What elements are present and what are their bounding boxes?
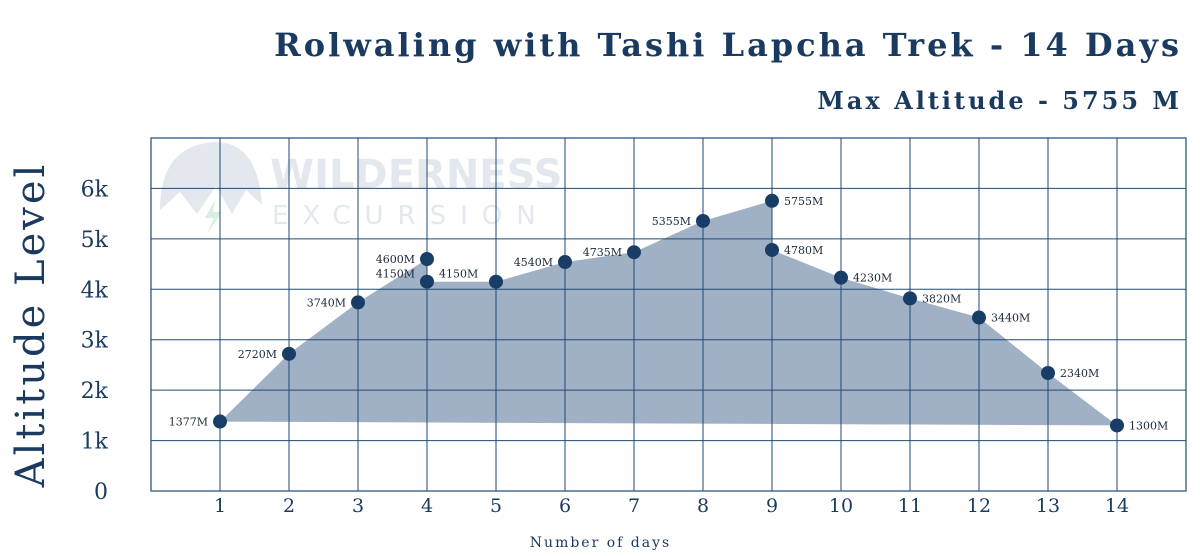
x-tick-label: 13 <box>1036 495 1060 517</box>
x-tick-label: 3 <box>352 495 364 517</box>
x-tick-label: 8 <box>697 495 709 517</box>
plot-frame <box>150 137 1187 492</box>
data-points <box>213 193 1124 433</box>
data-point-marker <box>213 414 227 429</box>
x-axis-label: Number of days <box>530 535 671 551</box>
data-label: 4780M <box>784 244 823 257</box>
chart-subtitle: Max Altitude - 5755 M <box>817 86 1182 115</box>
data-point-marker <box>765 242 779 257</box>
x-tick-label: 11 <box>898 495 922 517</box>
watermark-line1: WILDERNESS <box>270 152 562 198</box>
y-tick-label: 2k <box>81 379 109 404</box>
data-point-marker <box>834 270 848 285</box>
data-point-marker <box>696 213 710 228</box>
data-label: 2720M <box>238 348 277 361</box>
x-tick-label: 14 <box>1105 495 1129 517</box>
x-tick-label: 4 <box>421 495 433 517</box>
x-tick-label: 7 <box>628 495 640 517</box>
y-tick-label: 1k <box>81 430 109 455</box>
y-tick-label: 5k <box>81 228 109 253</box>
data-label: 4230M <box>853 272 892 285</box>
altitude-area <box>220 200 1117 426</box>
data-label: 4540M <box>514 256 553 269</box>
chart-title: Rolwaling with Tashi Lapcha Trek - 14 Da… <box>274 26 1182 64</box>
data-point-marker <box>903 291 917 306</box>
x-tick-label: 5 <box>490 495 502 517</box>
y-tick-label: 3k <box>81 329 109 354</box>
data-point-marker <box>489 274 503 289</box>
x-tick-label: 12 <box>967 495 991 517</box>
watermark-logo: WILDERNESS EXCURSION <box>160 142 562 234</box>
x-tick-label: 9 <box>766 495 778 517</box>
data-point-marker <box>282 346 296 361</box>
data-point-marker <box>627 245 641 260</box>
bolt-logo-icon <box>205 200 222 234</box>
data-point-marker <box>420 274 434 289</box>
data-label: 4150M <box>376 268 415 281</box>
data-point-marker <box>420 252 434 267</box>
data-point-marker <box>1041 365 1055 380</box>
data-label: 3740M <box>307 296 346 309</box>
x-tick-label: 10 <box>829 495 853 517</box>
y-tick-label: 4k <box>81 278 109 303</box>
y-axis-label: Altitude Level <box>8 162 54 489</box>
data-point-marker <box>765 193 779 208</box>
mountain-logo-icon <box>160 142 262 214</box>
data-label: 4150M <box>439 268 478 281</box>
x-tick-label: 2 <box>283 495 295 517</box>
x-tick-label: 1 <box>214 495 226 517</box>
data-label: 1300M <box>1129 419 1168 432</box>
x-axis-ticks: 1 2 3 4 5 6 7 8 9 10 11 12 13 14 <box>214 495 1129 517</box>
data-label: 3820M <box>922 292 961 305</box>
data-label: 4735M <box>583 246 622 259</box>
data-label: 5755M <box>784 195 823 208</box>
data-point-marker <box>351 295 365 310</box>
data-label: 5355M <box>652 215 691 228</box>
data-label: 2340M <box>1060 367 1099 380</box>
data-point-marker <box>558 255 572 270</box>
y-tick-label: 6k <box>81 177 109 202</box>
y-axis-ticks: 0 1k 2k 3k 4k 5k 6k <box>81 177 109 505</box>
data-label: 1377M <box>169 416 208 429</box>
data-label: 4600M <box>376 253 415 266</box>
watermark-line2: EXCURSION <box>272 201 550 231</box>
data-point-marker <box>1110 418 1124 433</box>
y-tick-label: 0 <box>94 480 108 505</box>
data-label: 3440M <box>991 312 1030 325</box>
x-tick-label: 6 <box>559 495 571 517</box>
data-point-marker <box>972 310 986 325</box>
data-labels: 1377M 2720M 3740M 4600M 4150M 4150M 4540M 4735M… <box>169 195 1169 433</box>
